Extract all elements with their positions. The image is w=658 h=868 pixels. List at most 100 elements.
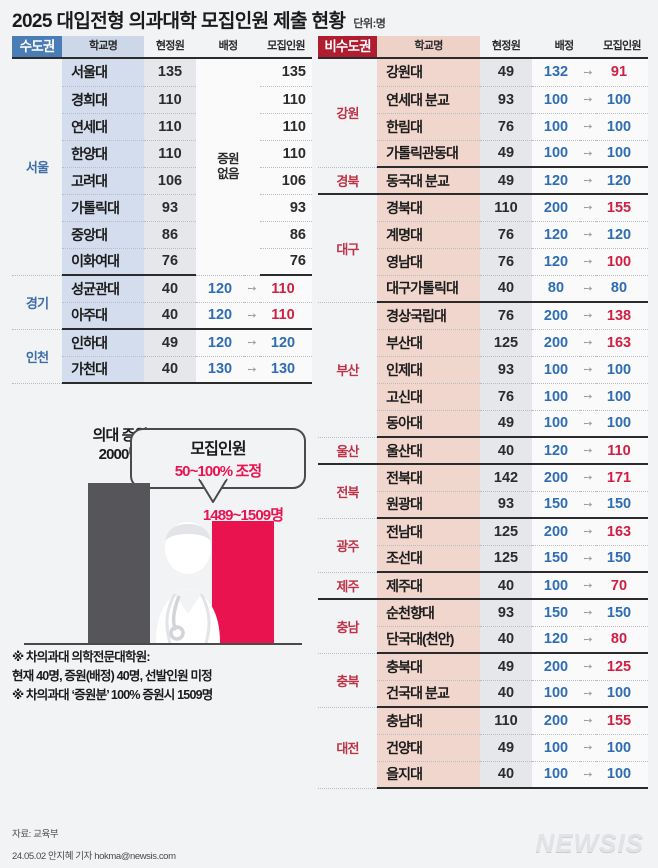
- current-quota-cell: 49: [144, 329, 196, 357]
- table-row: 서울 서울대 135 증원 없음 135: [12, 59, 312, 276]
- university-name-cell: 고려대: [62, 167, 144, 195]
- allocated-quota-cell: 150: [532, 491, 580, 519]
- final-quota-cell: 150: [596, 545, 648, 573]
- current-quota-cell: 76: [480, 302, 532, 330]
- region-cell: 강원: [318, 59, 378, 168]
- university-name-cell: 계명대: [377, 221, 480, 249]
- final-quota-cell: 120: [260, 329, 312, 357]
- arrow-right-icon: ➙: [580, 194, 596, 222]
- allocated-quota-cell: 200: [532, 518, 580, 546]
- arrow-right-icon: ➙: [244, 302, 260, 330]
- allocated-quota-cell: 120: [532, 248, 580, 276]
- arrow-right-icon: ➙: [580, 734, 596, 762]
- final-quota-cell: 100: [596, 356, 648, 384]
- region-cell: 경북: [318, 167, 378, 195]
- table-row: 한림대 76 100 ➙ 100: [318, 113, 648, 141]
- university-name-cell: 제주대: [377, 572, 480, 600]
- arrow-right-icon: ➙: [244, 329, 260, 357]
- final-quota-cell: 150: [596, 599, 648, 627]
- final-quota-cell: 100: [596, 140, 648, 168]
- arrow-right-icon: ➙: [244, 356, 260, 384]
- table-row: 고신대 76 100 ➙ 100: [318, 383, 648, 411]
- arrow-right-icon: ➙: [580, 437, 596, 465]
- final-quota-cell: 110: [260, 86, 312, 114]
- final-quota-cell: 100: [596, 680, 648, 708]
- current-quota-cell: 110: [144, 140, 196, 168]
- current-quota-cell: 110: [144, 86, 196, 114]
- allocated-quota-cell: 200: [532, 464, 580, 492]
- university-name-cell: 서울대: [62, 59, 144, 87]
- header-rule: [12, 57, 312, 59]
- table-row: 경북 동국대 분교 49 120 ➙ 120: [318, 167, 648, 195]
- university-name-cell: 전북대: [377, 464, 480, 492]
- table-row: 경희대 110 110: [12, 86, 312, 114]
- final-quota-cell: 100: [596, 113, 648, 141]
- region-cell: 대구: [318, 194, 378, 303]
- table-row: 대구가톨릭대 40 80 ➙ 80: [318, 275, 648, 303]
- university-name-cell: 부산대: [377, 329, 480, 357]
- allocated-quota-cell: 100: [532, 356, 580, 384]
- final-quota-cell: 100: [596, 734, 648, 762]
- footnote-line: 현재 40명, 증원(배정) 40명, 선발인원 미정: [12, 669, 213, 683]
- university-name-cell: 경상국립대: [377, 302, 480, 330]
- arrow-right-icon: ➙: [580, 167, 596, 195]
- final-quota-cell: 163: [596, 329, 648, 357]
- table-row: 인천 인하대 49 120 ➙ 120: [12, 329, 312, 384]
- current-quota-cell: 125: [480, 518, 532, 546]
- university-name-cell: 경북대: [377, 194, 480, 222]
- arrow-right-icon: ➙: [580, 275, 596, 303]
- arrow-right-icon: ➙: [580, 248, 596, 276]
- table-row: 제주 제주대 40 100 ➙ 70: [318, 572, 648, 600]
- university-name-cell: 순천향대: [377, 599, 480, 627]
- chart-baseline: [24, 643, 302, 645]
- current-quota-cell: 86: [144, 221, 196, 249]
- table-row: 충남 순천향대 93 150 ➙ 150: [318, 599, 648, 654]
- current-quota-cell: 49: [480, 410, 532, 438]
- arrow-right-icon: ➙: [244, 275, 260, 303]
- current-quota-cell: 110: [480, 707, 532, 735]
- table-row: 대전 충남대 110 200 ➙ 155: [318, 707, 648, 789]
- bar-medical-increase: [88, 483, 150, 643]
- allocated-quota-cell: 150: [532, 545, 580, 573]
- allocated-quota-cell: 80: [532, 275, 580, 303]
- table-row: 단국대(천안) 40 120 ➙ 80: [318, 626, 648, 654]
- current-quota-cell: 40: [480, 437, 532, 465]
- region-cell: 경기: [12, 275, 63, 330]
- final-quota-cell: 135: [260, 59, 312, 87]
- university-name-cell: 한양대: [62, 140, 144, 168]
- table-row: 건양대 49 100 ➙ 100: [318, 734, 648, 762]
- final-quota-cell: 91: [596, 59, 648, 87]
- university-name-cell: 충북대: [377, 653, 480, 681]
- table-row: 연세대 분교 93 100 ➙ 100: [318, 86, 648, 114]
- allocated-quota-cell: 120: [196, 275, 244, 303]
- region-column-header: 수도권: [12, 36, 63, 57]
- final-quota-cell: 80: [596, 275, 648, 303]
- arrow-right-icon: ➙: [580, 545, 596, 573]
- table-row: 인제대 93 100 ➙ 100: [318, 356, 648, 384]
- university-name-cell: 조선대: [377, 545, 480, 573]
- region-cell: 전북: [318, 464, 378, 519]
- table-row: 가천대 40 130 ➙ 130: [12, 356, 312, 384]
- allocated-quota-cell: 200: [532, 302, 580, 330]
- university-name-cell: 원광대: [377, 491, 480, 519]
- university-name-cell: 동국대 분교: [377, 167, 480, 195]
- quota-bar-chart: 의대 증원 2000명 모집인원 50~100% 조정 1489~1509명: [12, 420, 312, 645]
- region-cell: 서울: [12, 59, 63, 276]
- arrow-right-icon: ➙: [580, 410, 596, 438]
- allocated-quota-cell: 120: [532, 437, 580, 465]
- callout-line2: 50~100% 조정: [174, 463, 262, 480]
- arrow-right-icon: ➙: [580, 653, 596, 681]
- arrow-right-icon: ➙: [580, 491, 596, 519]
- final-quota-cell: 100: [596, 410, 648, 438]
- table-row: 부산대 125 200 ➙ 163: [318, 329, 648, 357]
- university-name-cell: 아주대: [62, 302, 144, 330]
- current-quota-cell: 93: [480, 491, 532, 519]
- university-name-cell: 을지대: [377, 761, 480, 789]
- column-header-university: 학교명: [377, 36, 480, 57]
- allocated-quota-cell: 100: [532, 383, 580, 411]
- allocated-quota-cell: 100: [532, 410, 580, 438]
- chart-pink-value-label: 1489~1509명: [202, 507, 284, 524]
- current-quota-cell: 125: [480, 329, 532, 357]
- table-row: 한양대 110 110: [12, 140, 312, 168]
- university-name-cell: 가천대: [62, 356, 144, 384]
